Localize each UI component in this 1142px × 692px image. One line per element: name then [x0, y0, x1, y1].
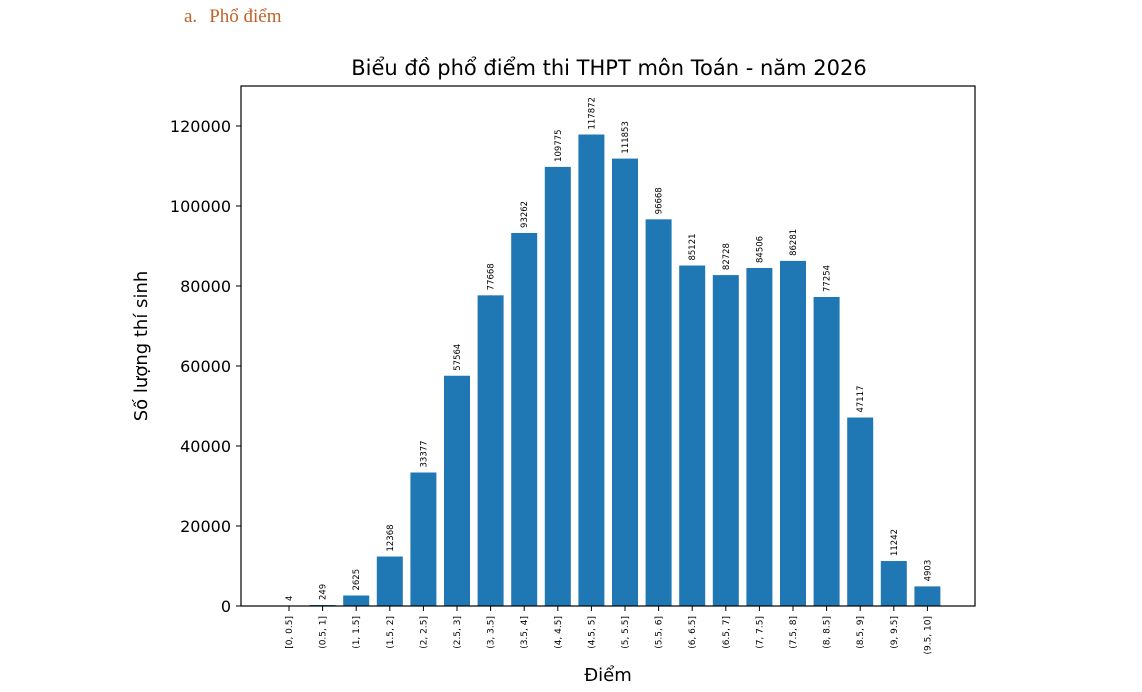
data-label: 47117 — [856, 385, 866, 412]
bar — [410, 472, 437, 606]
bar — [444, 375, 470, 606]
data-label: 33377 — [419, 440, 429, 467]
y-tick-label: 20000 — [180, 517, 231, 536]
data-label: 86281 — [789, 229, 799, 256]
y-tick-label: 40000 — [180, 437, 231, 456]
data-label: 93262 — [520, 201, 530, 228]
data-label: 12368 — [386, 524, 396, 551]
x-axis-label: Điểm — [584, 665, 632, 686]
x-tick-label: (1.5, 2] — [386, 616, 396, 649]
x-tick-label: (1, 1.5] — [352, 616, 362, 649]
y-tick-label: 0 — [221, 597, 231, 616]
x-axis: [0, 0.5] (0.5, 1] (1, 1.5] (1.5, 2] (2, 2.5]… — [285, 606, 933, 655]
bar — [914, 586, 941, 606]
data-label: 117872 — [587, 97, 597, 129]
y-tick-label: 60000 — [180, 357, 231, 376]
bar — [679, 265, 706, 606]
data-label: 96668 — [655, 187, 665, 214]
x-tick-label: (4, 4.5] — [554, 616, 564, 649]
x-tick-label: (8, 8.5] — [823, 616, 833, 649]
section-heading-marker: a. — [184, 6, 198, 27]
x-tick-label: (9, 9.5] — [890, 616, 900, 649]
x-tick-label: (3, 3.5] — [487, 616, 497, 649]
data-label: 4 — [285, 596, 295, 601]
data-label: 77668 — [487, 263, 497, 290]
bar — [712, 275, 739, 606]
bar — [847, 417, 874, 606]
x-tick-label: (0.5, 1] — [319, 616, 329, 649]
bar — [612, 158, 638, 606]
chart-title: Biểu đồ phổ điểm thi THPT môn Toán - năm… — [351, 56, 866, 80]
x-tick-label: (6.5, 7] — [722, 616, 732, 649]
plot-frame — [240, 85, 976, 607]
data-labels-group: 4 249 2625 12368 33377 57564 77668 93262 109775 1… — [285, 97, 933, 601]
bar — [376, 556, 403, 606]
x-tick-label: (7, 7.5] — [755, 616, 765, 649]
bars-group — [276, 134, 941, 606]
x-tick-label: (4.5, 5] — [587, 616, 597, 649]
data-label: 84506 — [755, 236, 765, 263]
bar — [813, 296, 840, 606]
data-label: 2625 — [352, 569, 362, 591]
y-axis: 0 20000 40000 60000 80000 100000 120000 — [170, 117, 241, 616]
y-tick-label: 80000 — [180, 277, 231, 296]
y-tick-label: 100000 — [170, 197, 231, 216]
bar — [746, 267, 773, 606]
x-tick-label: (6, 6.5] — [688, 616, 698, 649]
bar — [880, 561, 907, 606]
data-label: 111853 — [621, 121, 631, 153]
data-label: 109775 — [554, 129, 564, 161]
bar — [477, 295, 504, 606]
x-tick-label: (5.5, 6] — [655, 616, 665, 649]
y-tick-label: 120000 — [170, 117, 231, 136]
bar — [780, 260, 806, 606]
bar — [544, 166, 571, 606]
x-tick-label: (5, 5.5] — [621, 616, 631, 649]
data-label: 82728 — [722, 243, 732, 270]
bar — [511, 232, 538, 606]
data-label: 57564 — [453, 344, 463, 371]
x-tick-label: (7.5, 8] — [789, 616, 799, 649]
data-label: 249 — [319, 584, 329, 600]
bar — [578, 134, 605, 606]
section-heading-text: Phổ điểm — [209, 6, 282, 27]
data-label: 4903 — [923, 560, 933, 582]
x-tick-label: (2.5, 3] — [453, 616, 463, 649]
x-tick-label: (9.5, 10] — [923, 616, 933, 655]
x-tick-label: [0, 0.5] — [285, 616, 295, 649]
data-label: 77254 — [823, 265, 833, 292]
section-heading: a. Phổ điểm — [184, 6, 282, 28]
bar — [343, 595, 370, 606]
data-label: 85121 — [688, 233, 698, 260]
bar — [645, 219, 672, 606]
x-tick-label: (8.5, 9] — [856, 616, 866, 649]
y-axis-label: Số lượng thí sinh — [131, 271, 152, 422]
x-tick-label: (2, 2.5] — [419, 616, 429, 649]
x-tick-label: (3.5, 4] — [520, 616, 530, 649]
data-label: 11242 — [890, 529, 900, 556]
